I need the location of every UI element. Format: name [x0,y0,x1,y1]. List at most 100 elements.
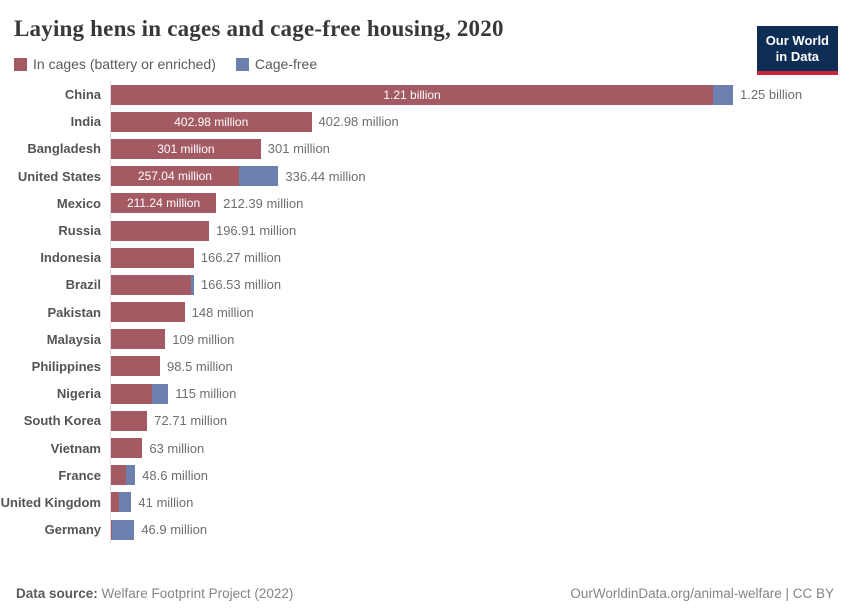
chart-title: Laying hens in cages and cage-free housi… [14,16,504,41]
total-value-label: 46.9 million [141,522,208,538]
country-label: Pakistan [47,304,101,320]
bar-row: India 402.98 million 402.98 million [0,108,850,136]
bar-track: 1.21 billion 1.25 billion [110,81,850,109]
bar-segment-cage-free[interactable] [713,84,733,105]
bar-value-label: 257.04 million [137,169,212,184]
legend: In cages (battery or enriched) Cage-free [14,56,850,72]
bar-segment-cages[interactable] [111,438,143,459]
owid-logo: Our World in Data [756,26,838,75]
country-label: Germany [44,522,101,538]
total-value-label: 98.5 million [167,358,233,374]
country-label: Bangladesh [27,141,101,157]
bar-row: Mexico 211.24 million 212.39 million [0,189,850,217]
bar-row: France 48.6 million [0,461,850,489]
chart-footer: Data source: Welfare Footprint Project (… [16,586,834,601]
country-label: Philippines [31,358,101,374]
bar-segment-cages[interactable] [111,220,209,241]
bar-track: 48.6 million [110,461,850,489]
bar-track: 211.24 million 212.39 million [110,189,850,217]
bar-row: United Kingdom 41 million [0,488,850,516]
bar-row: Philippines 98.5 million [0,352,850,381]
bar-segment-cage-free[interactable] [238,166,279,187]
bar-value-label: 211.24 million [126,196,201,211]
bar-row: Pakistan 148 million [0,298,850,326]
legend-label-cages: In cages (battery or enriched) [33,56,216,72]
bar-segment-cages[interactable]: 402.98 million [111,111,312,132]
bar-row: Malaysia 109 million [0,325,850,353]
attribution-note: OurWorldinData.org/animal-welfare | CC B… [570,586,834,601]
bar-segment-cages[interactable] [111,465,126,486]
bar-row: South Korea 72.71 million [0,407,850,435]
country-label: Russia [58,223,101,239]
bar-track: 166.27 million [110,244,850,272]
bar-track: 72.71 million [110,407,850,435]
legend-label-cage-free: Cage-free [254,56,318,72]
cages-swatch-icon [14,57,27,71]
total-value-label: 402.98 million [318,114,399,130]
total-value-label: 166.27 million [200,250,281,266]
total-value-label: 301 million [267,141,330,157]
bar-segment-cages[interactable] [111,410,148,431]
bar-track: 98.5 million [110,352,850,381]
bar-track: 63 million [110,434,850,462]
country-label: China [64,87,101,103]
bar-segment-cages[interactable]: 257.04 million [111,166,239,187]
bar-row: Bangladesh 301 million 301 million [0,135,850,163]
bar-track: 257.04 million 336.44 million [110,162,850,190]
country-label: Malaysia [46,331,101,347]
country-label: Indonesia [40,250,101,266]
bar-track: 148 million [110,298,850,326]
bar-segment-cage-free[interactable] [190,274,194,295]
country-label: South Korea [23,413,101,429]
country-label: India [70,114,101,130]
bar-row: Indonesia 166.27 million [0,244,850,272]
bar-segment-cages[interactable] [111,302,185,323]
total-value-label: 63 million [149,440,205,456]
bar-segment-cages[interactable] [111,492,120,513]
total-value-label: 196.91 million [215,223,297,239]
country-label: Vietnam [50,440,101,456]
legend-item-cages: In cages (battery or enriched) [14,56,216,72]
bar-track: 115 million [110,380,850,408]
bar-segment-cages[interactable]: 301 million [111,138,261,159]
total-value-label: 212.39 million [223,195,304,211]
data-source-note: Data source: Welfare Footprint Project (… [16,586,293,601]
total-value-label: 148 million [191,304,254,320]
bar-track: 402.98 million 402.98 million [110,108,850,136]
bar-segment-cages[interactable] [111,519,112,540]
bar-track: 196.91 million [110,216,850,245]
bar-segment-cage-free[interactable] [119,492,132,513]
bar-track: 41 million [110,488,850,516]
country-label: Nigeria [56,386,101,402]
total-value-label: 109 million [172,331,235,347]
bar-row: Brazil 166.53 million [0,271,850,299]
data-source-value: Welfare Footprint Project (2022) [97,586,294,601]
total-value-label: 72.71 million [154,413,228,429]
total-value-label: 166.53 million [200,277,282,293]
bar-segment-cages[interactable] [111,329,166,350]
bar-segment-cages[interactable]: 1.21 billion [111,84,714,105]
bar-chart: China 1.21 billion 1.25 billion India 402.98… [0,81,850,544]
bar-segment-cage-free[interactable] [111,519,135,540]
bar-row: Russia 196.91 million [0,216,850,245]
country-label: Brazil [65,277,101,293]
country-label: United States [17,168,101,184]
country-label: United Kingdom [0,494,101,510]
country-label: France [58,467,101,483]
owid-logo-line1: Our World [765,33,829,48]
bar-segment-cages[interactable] [111,274,191,295]
total-value-label: 48.6 million [142,467,208,483]
bar-segment-cages[interactable] [111,356,160,377]
bar-segment-cage-free[interactable] [125,465,136,486]
bar-value-label: 1.21 billion [383,87,441,102]
total-value-label: 1.25 billion [739,87,803,103]
bar-row: Vietnam 63 million [0,434,850,462]
bar-segment-cages[interactable] [111,247,194,268]
bar-track: 301 million 301 million [110,135,850,163]
bar-track: 166.53 million [110,271,850,299]
bar-segment-cages[interactable] [111,383,152,404]
bar-segment-cage-free[interactable] [151,383,169,404]
bar-segment-cages[interactable]: 211.24 million [111,193,217,214]
total-value-label: 41 million [138,494,194,510]
bar-row: Nigeria 115 million [0,380,850,408]
